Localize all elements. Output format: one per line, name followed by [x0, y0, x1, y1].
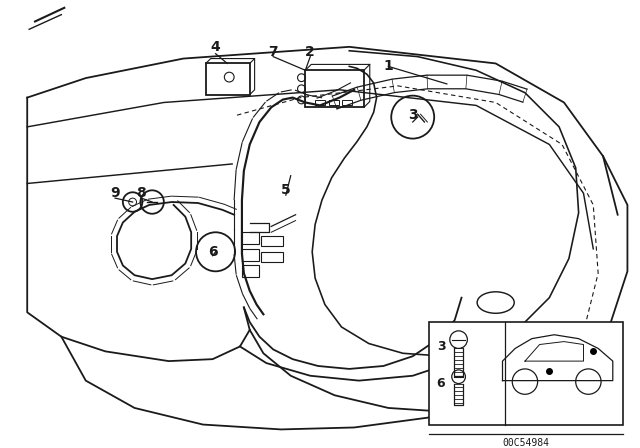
- Text: 6: 6: [436, 377, 445, 390]
- Bar: [305, 70, 364, 108]
- Text: 4: 4: [211, 40, 220, 54]
- Text: 2: 2: [305, 45, 315, 59]
- Text: 5: 5: [281, 183, 291, 197]
- Bar: [262, 252, 283, 262]
- Bar: [329, 99, 339, 105]
- Bar: [262, 236, 283, 246]
- Text: 8: 8: [136, 186, 147, 200]
- Text: 1: 1: [383, 60, 393, 73]
- Bar: [242, 249, 259, 261]
- Bar: [242, 232, 259, 244]
- Bar: [315, 99, 325, 105]
- Bar: [242, 266, 259, 277]
- Text: 3: 3: [408, 108, 417, 122]
- Bar: [342, 99, 352, 105]
- Bar: [206, 64, 250, 95]
- Text: 3: 3: [436, 340, 445, 353]
- Bar: [429, 322, 623, 425]
- Text: 9: 9: [110, 186, 120, 200]
- Text: 7: 7: [268, 45, 278, 59]
- Text: 00C54984: 00C54984: [502, 438, 549, 448]
- Text: 6: 6: [208, 245, 218, 259]
